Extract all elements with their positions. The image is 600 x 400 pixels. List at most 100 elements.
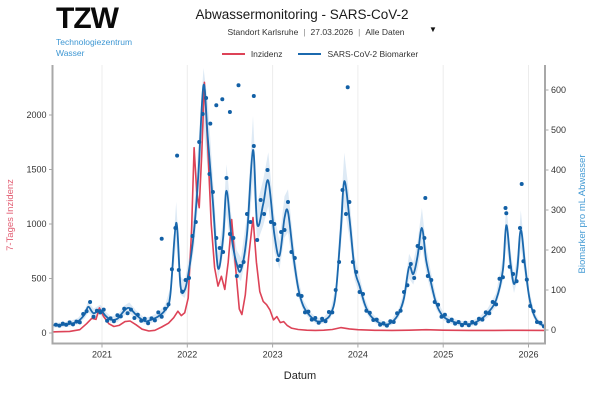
biomarker-dot [419, 246, 423, 250]
biomarker-dot [422, 236, 427, 240]
biomarker-dot [500, 275, 505, 280]
biomarker-dot [436, 302, 441, 307]
biomarker-dot [425, 274, 430, 278]
left-tick-label: 1500 [26, 165, 46, 175]
biomarker-dot [282, 228, 287, 232]
subtitle-date: 27.03.2026 [310, 27, 354, 37]
biomarker-dot [384, 323, 389, 328]
biomarker-dot [217, 246, 222, 250]
biomarker-dot [378, 322, 383, 327]
biomarker-dot [183, 278, 188, 282]
biomarker-dot [220, 97, 225, 102]
biomarker-dot [507, 264, 512, 269]
biomarker-dot [129, 307, 133, 312]
biomarker-dot [135, 312, 140, 317]
right-tick-label: 600 [551, 85, 566, 95]
biomarker-dot [296, 292, 301, 297]
biomarker-dot [125, 311, 130, 316]
biomarker-dot [538, 320, 543, 325]
biomarker-dot [227, 110, 232, 114]
biomarker-dot [460, 323, 464, 328]
biomarker-dot [118, 314, 123, 319]
biomarker-dot [207, 172, 212, 176]
y-right-axis-title: Biomarker pro mL Abwasser [577, 155, 588, 274]
biomarker-dot [466, 323, 471, 328]
biomarker-dot [446, 319, 451, 324]
biomarker-dot [423, 196, 428, 200]
biomarker-dot [473, 321, 478, 326]
biomarker-dot [367, 310, 372, 315]
biomarker-dot [251, 94, 256, 98]
biomarker-dot [139, 318, 144, 323]
biomarker-dot [115, 313, 120, 318]
biomarker-dot [456, 320, 461, 324]
right-tick-label: 500 [551, 125, 566, 135]
biomarker-dot [159, 314, 164, 319]
biomarker-dot [71, 322, 75, 327]
biomarker-dot [344, 212, 348, 216]
biomarker-dot [156, 310, 161, 315]
chevron-down-icon[interactable]: ▼ [429, 25, 437, 34]
biomarker-dot [518, 226, 522, 230]
biomarker-dot [463, 320, 468, 325]
biomarker-dot [320, 316, 325, 321]
dataset-selector[interactable]: Standort Karlsruhe | 27.03.2026 | Alle Daten [0, 27, 600, 37]
biomarker-dot [391, 320, 396, 324]
biomarker-dot [64, 322, 69, 327]
biomarker-dot [388, 319, 393, 324]
legend: Inzidenz SARS-CoV-2 Biomarker [0, 49, 600, 59]
biomarker-dot [337, 260, 342, 264]
biomarker-dot [248, 220, 253, 224]
legend-item-biomarker[interactable]: SARS-CoV-2 Biomarker [298, 49, 418, 59]
biomarker-dot [531, 309, 536, 314]
biomarker-dot [535, 320, 539, 324]
biomarker-dot [236, 83, 241, 88]
biomarker-dot [197, 140, 202, 144]
biomarker-dot [60, 321, 65, 326]
biomarker-dot [398, 308, 403, 313]
subtitle-location: Standort Karlsruhe [227, 27, 299, 37]
biomarker-dot [303, 310, 307, 315]
biomarker-dot [289, 250, 294, 254]
biomarker-dot [258, 198, 263, 202]
x-tick-label: 2025 [433, 350, 453, 360]
biomarker-dot [94, 308, 99, 313]
biomarker-dot [279, 230, 284, 234]
biomarker-dot [241, 260, 246, 264]
biomarker-dot [364, 308, 369, 313]
biomarker-dot [326, 310, 331, 314]
subtitle-range: Alle Daten [365, 27, 405, 37]
right-tick-label: 300 [551, 205, 566, 215]
biomarker-dot [408, 262, 413, 266]
biomarker-dot [519, 182, 524, 186]
inzidenz-line-swatch [221, 53, 245, 55]
tzw-logo: TZW Technologiezentrum Wasser [56, 4, 132, 59]
biomarker-dot [142, 316, 147, 321]
biomarker-dot [490, 300, 495, 304]
biomarker-dot [108, 316, 113, 321]
biomarker-dot [81, 312, 86, 316]
biomarker-dot [286, 200, 290, 204]
biomarker-dot [480, 317, 485, 322]
biomarker-dot [173, 226, 178, 230]
biomarker-dot [84, 309, 89, 314]
left-tick-label: 1000 [26, 219, 46, 229]
biomarker-dot [494, 302, 499, 307]
biomarker-dot [439, 314, 444, 319]
biomarker-dot [163, 306, 168, 311]
biomarker-dot [442, 312, 447, 317]
biomarker-dot [483, 310, 488, 315]
biomarker-dot [245, 212, 249, 216]
biomarker-dot [187, 276, 191, 280]
left-tick-label: 0 [41, 328, 46, 338]
biomarker-dot [316, 320, 321, 325]
biomarker-dot [221, 250, 226, 254]
right-tick-label: 0 [551, 325, 556, 335]
x-tick-label: 2021 [92, 350, 112, 360]
biomarker-dot [132, 316, 137, 320]
legend-item-inzidenz[interactable]: Inzidenz [221, 49, 282, 59]
biomarker-dot [350, 260, 355, 264]
x-tick-label: 2023 [263, 350, 283, 360]
biomarker-dot [200, 112, 205, 116]
